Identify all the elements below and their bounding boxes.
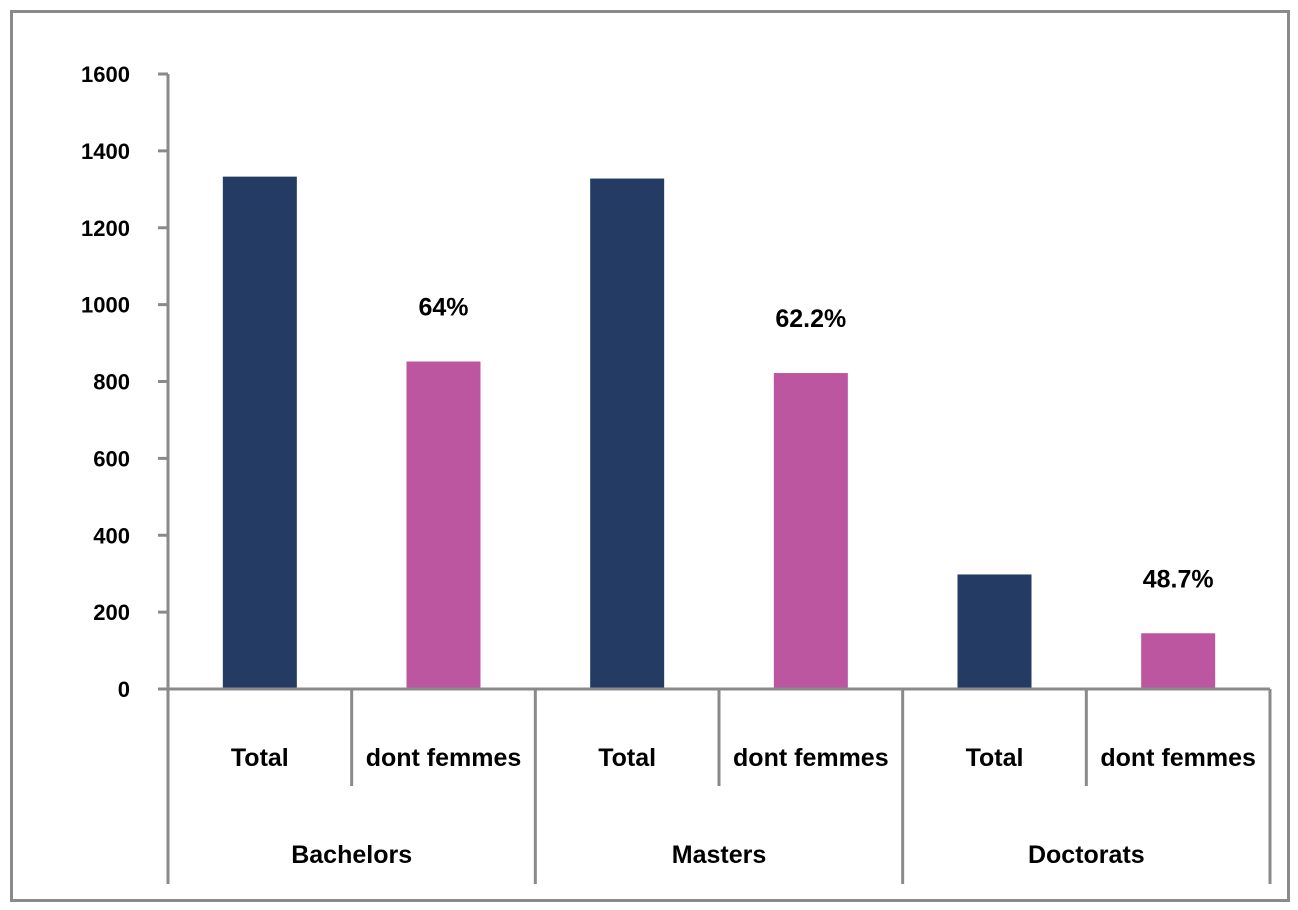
data-label-1: 64% (418, 294, 468, 322)
y-tick-label-2: 400 (93, 523, 130, 548)
bar-4 (957, 574, 1032, 689)
bar-1 (406, 361, 481, 689)
bar-chart: 64% 62.2% 48.7% 0 200 400 600 800 1000 1200 1400 16… (81, 62, 1272, 884)
category-label-0: Total (231, 744, 289, 772)
y-tick-label-8: 1600 (81, 62, 130, 87)
y-tick-label-4: 800 (93, 370, 130, 395)
bar-5 (1141, 633, 1216, 689)
chart-frame: 64% 62.2% 48.7% 0 200 400 600 800 1000 1200 1400 16… (10, 10, 1290, 902)
axes-layer (158, 72, 1272, 884)
y-tick-label-0: 0 (118, 677, 130, 702)
y-tick-label-1: 200 (93, 600, 130, 625)
group-label-2: Doctorats (1028, 841, 1145, 869)
data-label-5: 48.7% (1143, 565, 1214, 593)
y-tick-label-6: 1200 (81, 216, 130, 241)
category-label-1: dont femmes (366, 744, 522, 772)
group-label-1: Masters (672, 841, 767, 869)
bars-layer (222, 176, 1216, 690)
category-label-4: Total (966, 744, 1024, 772)
category-label-2: Total (598, 744, 656, 772)
bar-2 (590, 178, 665, 690)
category-label-3: dont femmes (733, 744, 889, 772)
bar-0 (222, 176, 297, 690)
y-tick-label-7: 1400 (81, 139, 130, 164)
category-label-5: dont femmes (1100, 744, 1256, 772)
group-label-0: Bachelors (291, 841, 412, 869)
y-tick-label-5: 1000 (81, 293, 130, 318)
data-label-3: 62.2% (775, 305, 846, 333)
bar-3 (773, 373, 848, 689)
labels-layer: 64% 62.2% 48.7% 0 200 400 600 800 1000 1200 1400 16… (81, 62, 1256, 869)
y-tick-label-3: 600 (93, 446, 130, 471)
